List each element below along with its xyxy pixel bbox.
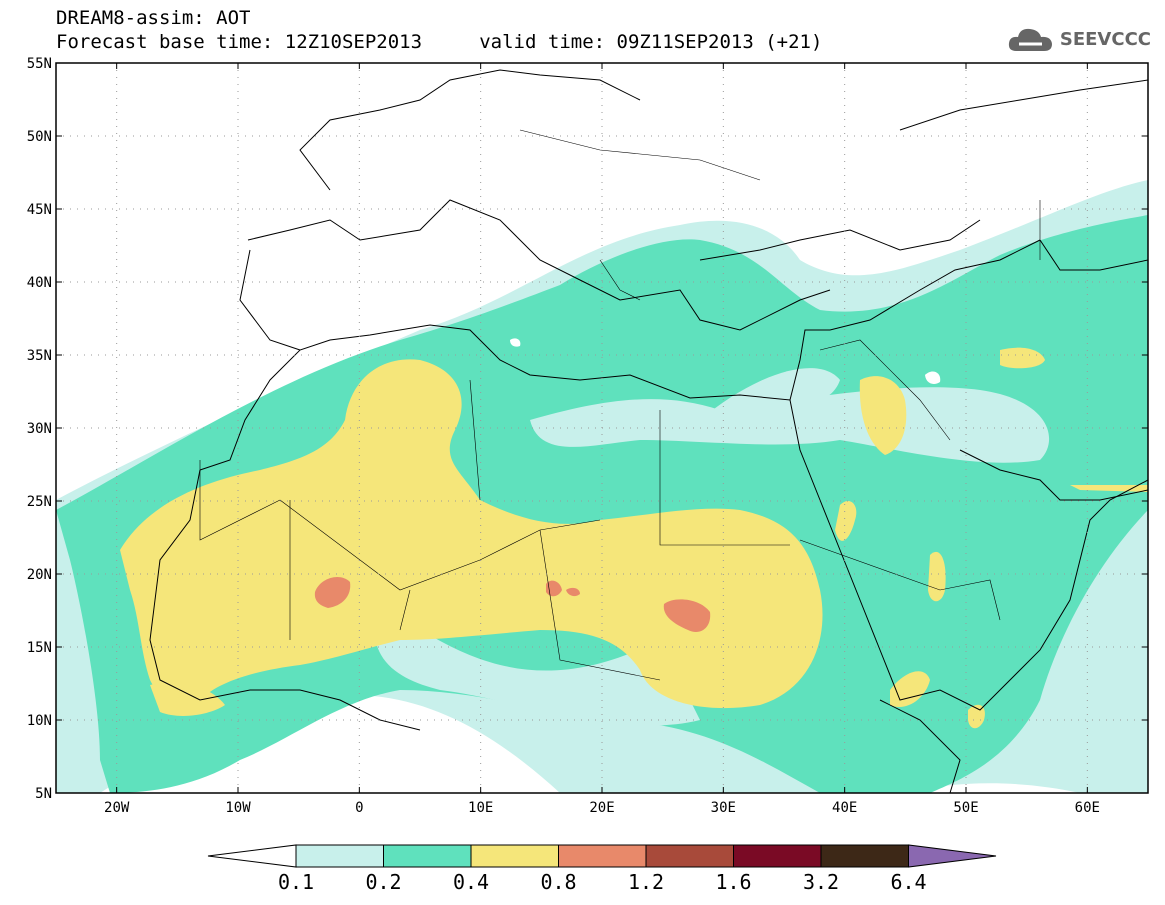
forecast-time-label: Forecast base time: 12Z10SEP2013 valid t… — [56, 31, 823, 53]
lat-tick-label: 10N — [27, 713, 52, 729]
seevccc-logo: SEEVCCC — [1006, 24, 1151, 54]
axis-tick-labels: 5N 10N 15N 20N 25N 30N 35N 40N 45N 50N 55N 20W 10W 0 1… — [27, 56, 1100, 816]
colorbar-swatch — [383, 844, 472, 868]
lon-tick-label: 10W — [225, 800, 251, 816]
colorbar-label: 1.6 — [715, 870, 752, 894]
colorbar-label: 1.2 — [627, 870, 665, 894]
aot-contour-0.4 — [120, 359, 823, 709]
map-title: DREAM8-assim: AOT — [56, 7, 251, 29]
lat-tick-label: 5N — [35, 786, 52, 802]
lat-tick-label: 55N — [27, 56, 52, 72]
lon-tick-label: 20E — [589, 800, 614, 816]
lon-tick-label: 40E — [832, 800, 857, 816]
colorbar — [207, 844, 997, 868]
lon-tick-label: 60E — [1075, 800, 1100, 816]
colorbar-swatch — [820, 844, 909, 868]
logo-text: SEEVCCC — [1059, 28, 1151, 50]
lon-tick-label: 20W — [104, 800, 130, 816]
lon-tick-label: 50E — [953, 800, 978, 816]
colorbar-arrow-high — [908, 844, 997, 868]
lon-tick-label: 30E — [711, 800, 736, 816]
colorbar-label: 6.4 — [890, 870, 927, 894]
aot-contour-0.8 — [314, 577, 351, 608]
cloud-icon — [1008, 28, 1052, 51]
lat-lon-grid — [56, 63, 1148, 793]
colorbar-label: 0.1 — [277, 870, 315, 894]
colorbar-swatch — [558, 844, 647, 868]
colorbar-label: 0.4 — [452, 870, 490, 894]
lat-tick-label: 50N — [27, 129, 52, 145]
colorbar-swatch — [645, 844, 734, 868]
colorbar-swatch — [295, 844, 384, 868]
lon-tick-label: 10E — [468, 800, 493, 816]
lat-tick-label: 35N — [27, 348, 52, 364]
colorbar-label: 3.2 — [802, 870, 840, 894]
lat-tick-label: 20N — [27, 567, 52, 583]
country-borders — [199, 129, 1041, 681]
lat-tick-label: 45N — [27, 202, 52, 218]
lat-tick-label: 40N — [27, 275, 52, 291]
colorbar-swatch — [733, 844, 822, 868]
lat-tick-label: 25N — [27, 494, 52, 510]
colorbar-label: 0.2 — [365, 870, 402, 894]
lat-tick-label: 15N — [27, 640, 52, 656]
colorbar-arrow-low — [207, 844, 297, 868]
aot-fields — [56, 180, 1148, 793]
lat-tick-label: 30N — [27, 421, 52, 437]
colorbar-label: 0.8 — [540, 870, 577, 894]
colorbar-swatch — [470, 844, 559, 868]
lon-tick-label: 0 — [355, 800, 363, 816]
axis-ticks — [56, 62, 1148, 794]
